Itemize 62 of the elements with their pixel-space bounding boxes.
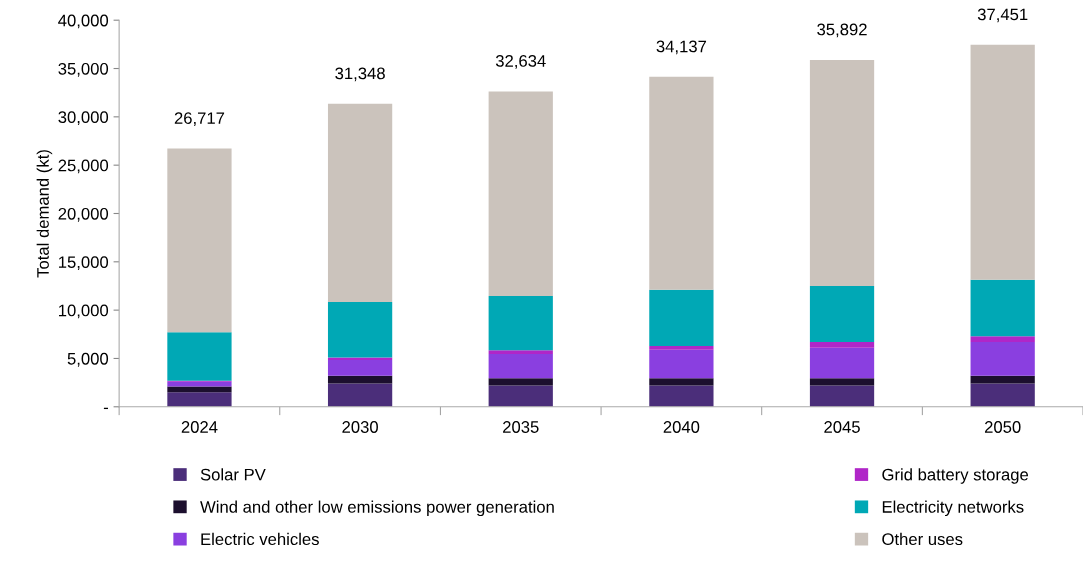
bar (970, 342, 1035, 376)
x-tick-label: 2035 (503, 421, 539, 433)
bar (167, 392, 232, 407)
bar (488, 354, 553, 379)
legend-label: Other uses (882, 532, 963, 546)
bar (649, 349, 714, 379)
bar (488, 296, 553, 351)
total-label: 37,451 (977, 8, 1028, 23)
legend-label: Grid battery storage (882, 468, 1029, 484)
legend-label: Electric vehicles (201, 532, 319, 546)
y-tick-label: 40,000 (58, 14, 109, 29)
y-tick-label: - (103, 407, 108, 410)
bar (970, 336, 1035, 343)
bar (327, 359, 393, 376)
y-tick-label: 5,000 (67, 352, 109, 367)
y-tick-label: 25,000 (58, 159, 109, 174)
bar (970, 383, 1035, 407)
bar (488, 378, 553, 386)
bar (488, 385, 553, 407)
y-tick-label: 20,000 (58, 207, 109, 222)
bar (167, 332, 232, 381)
x-tick-label: 2050 (984, 421, 1021, 433)
x-tick-label: 2040 (663, 421, 700, 433)
bar (649, 385, 714, 407)
bar (649, 76, 714, 290)
bar (327, 375, 393, 384)
bar (167, 148, 232, 333)
bar (809, 347, 875, 379)
bar (488, 350, 553, 355)
bar (488, 91, 553, 297)
bar (327, 357, 393, 360)
y-tick-label: 35,000 (58, 62, 109, 77)
bar (327, 383, 393, 407)
y-tick-label: 30,000 (58, 111, 109, 126)
total-label: 26,717 (174, 112, 225, 126)
legend-label: Electricity networks (882, 500, 1024, 517)
total-label: 34,137 (656, 40, 707, 55)
bar (809, 378, 875, 386)
y-tick-label: 15,000 (59, 256, 109, 270)
bar (327, 301, 393, 358)
bar (167, 386, 232, 393)
bar (809, 342, 875, 348)
total-label: 32,634 (495, 55, 546, 69)
y-tick-label: 10,000 (59, 304, 109, 319)
x-tick-label: 2030 (342, 421, 378, 433)
bar (970, 44, 1035, 280)
bar (649, 289, 714, 346)
y-axis-title: Total demand (kt) (36, 150, 53, 278)
x-tick-label: 2045 (824, 421, 860, 433)
x-tick-label: 2024 (181, 421, 218, 433)
bar (809, 285, 875, 343)
bar (327, 103, 393, 302)
bar (809, 385, 875, 407)
total-label: 35,892 (817, 23, 867, 38)
total-label: 31,348 (335, 67, 385, 82)
bar (970, 375, 1035, 384)
bar (970, 279, 1035, 337)
bar (809, 59, 875, 286)
legend-label: Wind and other low emissions power generation (200, 500, 554, 517)
legend-label: Solar PV (200, 468, 266, 481)
bar (649, 345, 714, 350)
bar (649, 378, 714, 386)
